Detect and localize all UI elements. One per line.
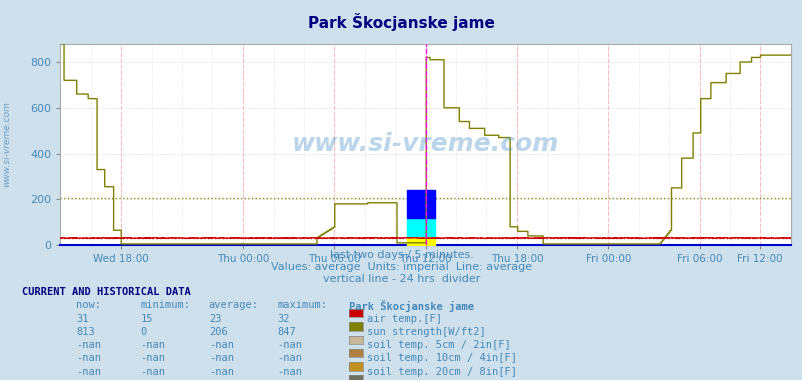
- Text: vertical line - 24 hrs  divider: vertical line - 24 hrs divider: [322, 274, 480, 284]
- Text: now:: now:: [76, 300, 101, 310]
- Text: -nan: -nan: [140, 340, 165, 350]
- Text: -nan: -nan: [277, 367, 302, 377]
- Text: 847: 847: [277, 327, 295, 337]
- Text: -nan: -nan: [76, 367, 101, 377]
- Text: 813: 813: [76, 327, 95, 337]
- Text: -nan: -nan: [209, 367, 233, 377]
- Text: Park Škocjanske jame: Park Škocjanske jame: [308, 13, 494, 31]
- Text: 15: 15: [140, 314, 153, 323]
- Text: minimum:: minimum:: [140, 300, 190, 310]
- Text: soil temp. 20cm / 8in[F]: soil temp. 20cm / 8in[F]: [367, 367, 516, 377]
- Text: average:: average:: [209, 300, 258, 310]
- Text: last two days / 5 minutes.: last two days / 5 minutes.: [329, 250, 473, 260]
- Text: soil temp. 10cm / 4in[F]: soil temp. 10cm / 4in[F]: [367, 353, 516, 363]
- Text: -nan: -nan: [76, 353, 101, 363]
- Text: air temp.[F]: air temp.[F]: [367, 314, 441, 323]
- Text: -nan: -nan: [140, 353, 165, 363]
- Text: 32: 32: [277, 314, 290, 323]
- Text: Park Škocjanske jame: Park Škocjanske jame: [349, 300, 474, 312]
- Text: -nan: -nan: [277, 340, 302, 350]
- Text: sun strength[W/ft2]: sun strength[W/ft2]: [367, 327, 485, 337]
- Text: 23: 23: [209, 314, 221, 323]
- Text: CURRENT AND HISTORICAL DATA: CURRENT AND HISTORICAL DATA: [22, 287, 191, 297]
- Text: 206: 206: [209, 327, 227, 337]
- Text: -nan: -nan: [209, 340, 233, 350]
- Text: 31: 31: [76, 314, 89, 323]
- Text: www.si-vreme.com: www.si-vreme.com: [2, 101, 11, 187]
- Text: maximum:: maximum:: [277, 300, 326, 310]
- Text: soil temp. 5cm / 2in[F]: soil temp. 5cm / 2in[F]: [367, 340, 510, 350]
- Text: 0: 0: [140, 327, 147, 337]
- Text: -nan: -nan: [209, 353, 233, 363]
- Text: -nan: -nan: [277, 353, 302, 363]
- Text: -nan: -nan: [76, 340, 101, 350]
- Text: www.si-vreme.com: www.si-vreme.com: [292, 132, 558, 157]
- Text: -nan: -nan: [140, 367, 165, 377]
- Text: Values: average  Units: imperial  Line: average: Values: average Units: imperial Line: av…: [270, 262, 532, 272]
